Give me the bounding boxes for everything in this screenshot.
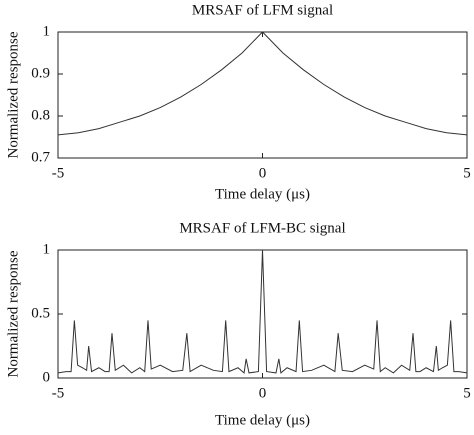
y-axis-label: Normalized response [5,250,21,377]
y-tick-label: 0.9 [31,65,50,81]
x-tick-label: 0 [259,165,267,181]
data-line [57,31,468,136]
plot-frame [57,249,468,379]
x-tick-label: 5 [463,165,471,181]
x-tick-label: 5 [463,385,471,401]
y-tick-label: 1 [43,241,51,257]
chart-title: MRSAF of LFM signal [192,2,333,18]
x-axis-label: Time delay (μs) [215,412,310,428]
x-tick-label: -5 [52,165,65,181]
x-tick-label: 0 [259,385,267,401]
y-axis-label: Normalized response [5,31,21,158]
y-tick-label: 0.7 [31,149,50,165]
y-tick-label: 1 [43,23,51,39]
plot-frame [57,31,468,159]
x-axis-label: Time delay (μs) [215,186,310,202]
data-line [57,249,468,374]
y-tick-label: 0.8 [31,107,50,123]
y-tick-label: 0.5 [31,305,50,321]
y-tick-label: 0 [43,369,51,385]
chart-title: MRSAF of LFM-BC signal [179,220,345,236]
x-tick-label: -5 [52,385,65,401]
